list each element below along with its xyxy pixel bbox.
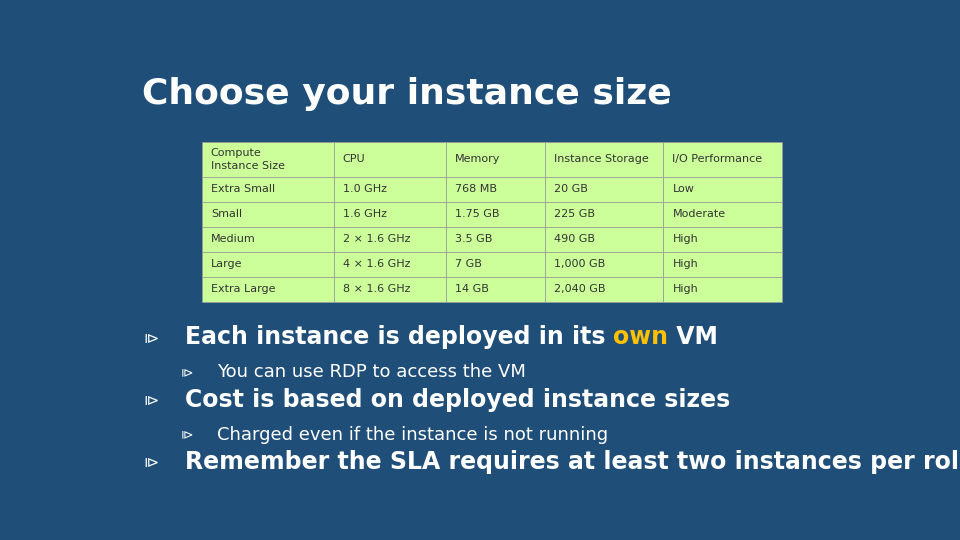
Bar — [334, 202, 445, 227]
Text: Small: Small — [211, 210, 242, 219]
Text: 14 GB: 14 GB — [455, 285, 489, 294]
Bar — [663, 252, 782, 277]
Bar — [445, 202, 544, 227]
Text: Memory: Memory — [455, 154, 500, 164]
Bar — [334, 177, 445, 202]
Bar — [202, 227, 334, 252]
Bar — [544, 202, 663, 227]
Text: 768 MB: 768 MB — [455, 185, 496, 194]
Text: 2,040 GB: 2,040 GB — [554, 285, 605, 294]
Bar — [445, 227, 544, 252]
Bar — [663, 177, 782, 202]
Bar — [202, 177, 334, 202]
Bar — [445, 141, 544, 177]
Text: CPU: CPU — [343, 154, 366, 164]
Text: 4 × 1.6 GHz: 4 × 1.6 GHz — [343, 259, 410, 269]
Bar — [334, 252, 445, 277]
Bar — [445, 252, 544, 277]
Text: I/O Performance: I/O Performance — [672, 154, 762, 164]
Text: Medium: Medium — [211, 234, 255, 245]
Bar — [663, 227, 782, 252]
Bar — [202, 277, 334, 302]
Text: Low: Low — [672, 185, 694, 194]
Bar — [544, 227, 663, 252]
Text: Instance Storage: Instance Storage — [554, 154, 648, 164]
Text: 1.6 GHz: 1.6 GHz — [343, 210, 387, 219]
Text: Choose your instance size: Choose your instance size — [142, 77, 672, 111]
Bar — [445, 277, 544, 302]
Bar — [663, 277, 782, 302]
Text: ⧐: ⧐ — [181, 428, 194, 441]
Bar — [334, 277, 445, 302]
Text: ⧐: ⧐ — [144, 454, 159, 469]
Text: Extra Large: Extra Large — [211, 285, 276, 294]
Bar — [544, 252, 663, 277]
Text: Large: Large — [211, 259, 242, 269]
Bar — [544, 141, 663, 177]
Text: Compute
Instance Size: Compute Instance Size — [211, 148, 285, 171]
Text: ⧐: ⧐ — [144, 329, 159, 345]
Bar — [202, 141, 334, 177]
Text: You can use RDP to access the VM: You can use RDP to access the VM — [217, 363, 525, 381]
Text: 7 GB: 7 GB — [455, 259, 482, 269]
Text: 8 × 1.6 GHz: 8 × 1.6 GHz — [343, 285, 410, 294]
Text: 225 GB: 225 GB — [554, 210, 594, 219]
Text: 1,000 GB: 1,000 GB — [554, 259, 605, 269]
Text: own: own — [613, 325, 668, 349]
Text: Extra Small: Extra Small — [211, 185, 275, 194]
Text: Moderate: Moderate — [672, 210, 726, 219]
Text: Charged even if the instance is not running: Charged even if the instance is not runn… — [217, 426, 608, 444]
Text: Cost is based on deployed instance sizes: Cost is based on deployed instance sizes — [184, 388, 730, 411]
Text: 2 × 1.6 GHz: 2 × 1.6 GHz — [343, 234, 410, 245]
Text: 490 GB: 490 GB — [554, 234, 594, 245]
Text: 20 GB: 20 GB — [554, 185, 588, 194]
Bar — [663, 141, 782, 177]
Text: High: High — [672, 285, 698, 294]
Bar — [202, 252, 334, 277]
Bar — [202, 202, 334, 227]
Bar — [663, 202, 782, 227]
Text: High: High — [672, 234, 698, 245]
Text: VM: VM — [668, 325, 718, 349]
Text: 1.75 GB: 1.75 GB — [455, 210, 499, 219]
Bar — [544, 177, 663, 202]
Text: ⧐: ⧐ — [144, 392, 159, 407]
Text: Remember the SLA requires at least two instances per role: Remember the SLA requires at least two i… — [184, 450, 960, 474]
Text: ⧐: ⧐ — [181, 366, 194, 379]
Bar — [334, 141, 445, 177]
Text: 1.0 GHz: 1.0 GHz — [343, 185, 387, 194]
Bar — [445, 177, 544, 202]
Bar — [334, 227, 445, 252]
Text: 3.5 GB: 3.5 GB — [455, 234, 492, 245]
Bar — [544, 277, 663, 302]
Text: High: High — [672, 259, 698, 269]
Text: Each instance is deployed in its: Each instance is deployed in its — [184, 325, 613, 349]
